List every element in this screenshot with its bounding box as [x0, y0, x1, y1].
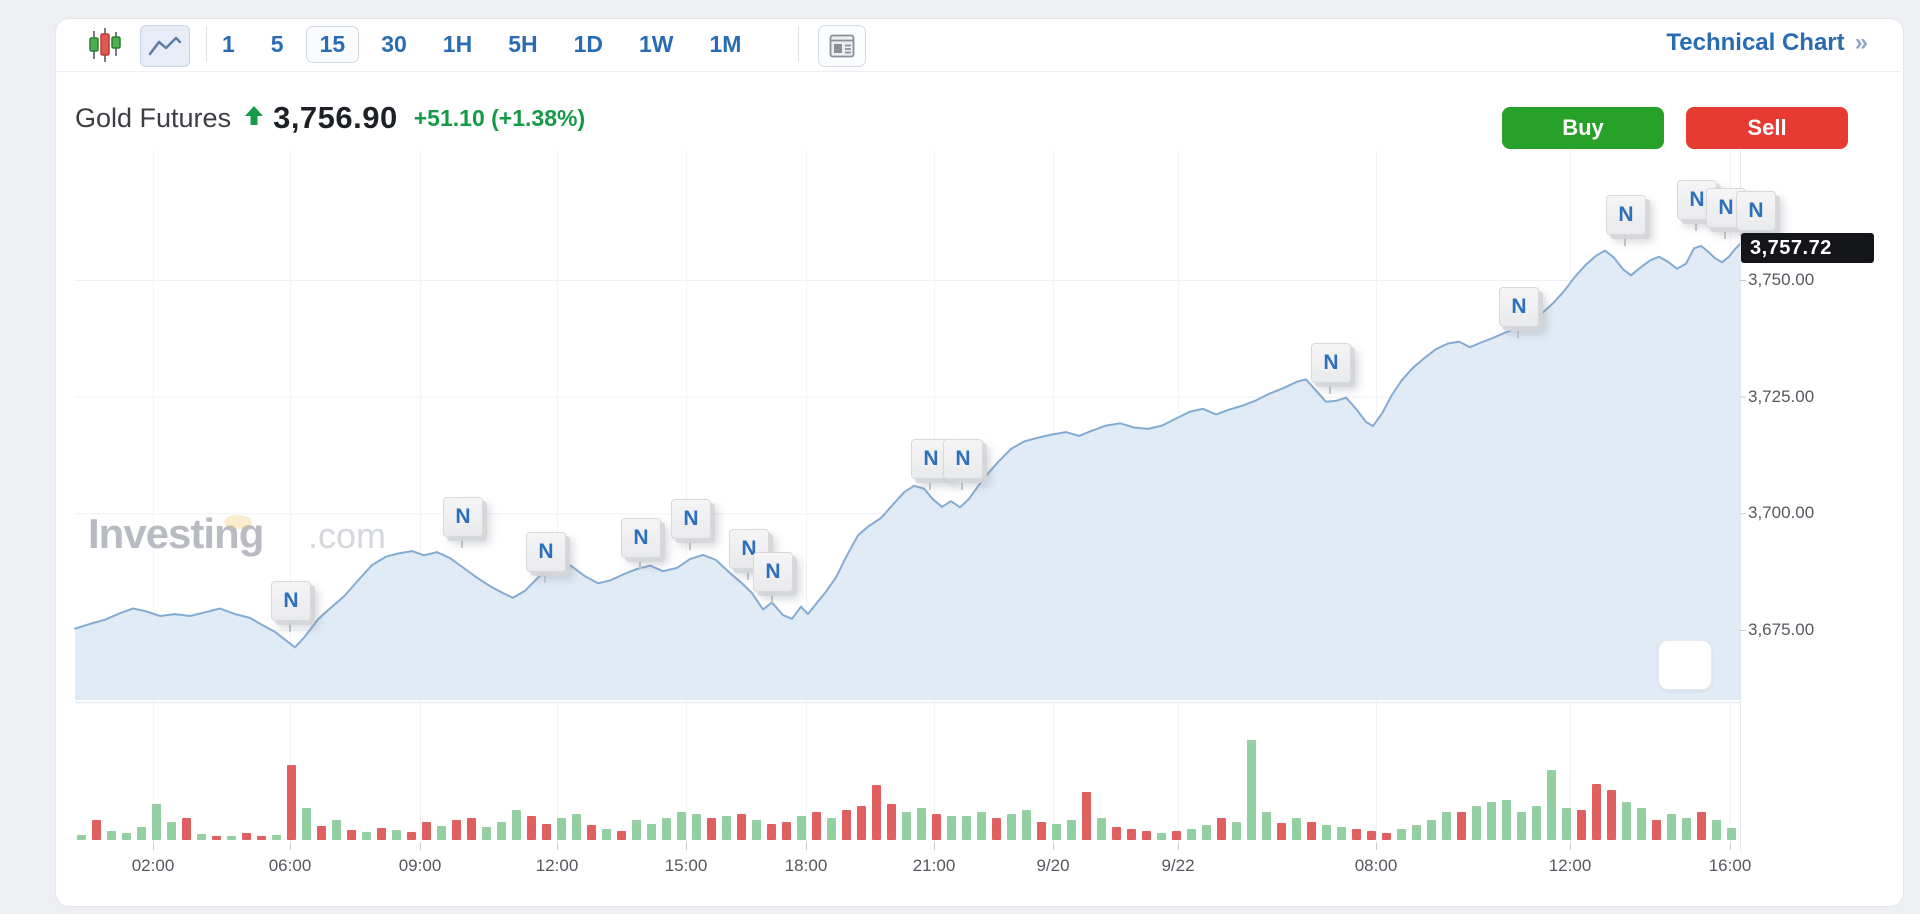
news-feed-icon: [829, 34, 855, 58]
time-axis-label: 16:00: [1708, 856, 1752, 875]
news-marker[interactable]: N: [621, 518, 661, 558]
news-marker-stem: [929, 477, 931, 490]
watermark-dotcom: .com: [308, 515, 386, 556]
news-marker-stem: [461, 535, 463, 548]
news-marker-stem: [639, 556, 641, 569]
toolbar-divider-2: [798, 26, 799, 62]
candlestick-chart-icon: [89, 28, 121, 62]
toolbar-divider: [56, 71, 1901, 72]
timeframe-button-1[interactable]: 1: [222, 30, 235, 57]
chart-control-button[interactable]: [1658, 640, 1712, 690]
time-axis-label: 06:00: [268, 856, 312, 875]
news-marker[interactable]: N: [671, 499, 711, 539]
price-axis-label: 3,700.00: [1748, 503, 1815, 523]
news-marker-stem: [1695, 218, 1697, 231]
time-axis-label: 08:00: [1354, 856, 1398, 875]
news-marker-stem: [961, 477, 963, 490]
timeframe-button-1w[interactable]: 1W: [639, 30, 674, 57]
timeframe-button-5[interactable]: 5: [270, 30, 284, 57]
news-marker[interactable]: N: [526, 532, 566, 572]
time-axis-label: 9/20: [1036, 856, 1070, 875]
time-axis-label: 18:00: [784, 856, 828, 875]
news-marker-stem: [771, 590, 773, 603]
news-marker[interactable]: N: [1499, 287, 1539, 327]
last-price: 3,756.90: [273, 100, 398, 135]
current-price-badge: 3,757.72: [1741, 233, 1874, 263]
news-marker[interactable]: N: [1311, 343, 1351, 383]
up-arrow-icon: [245, 106, 264, 130]
technical-chart-label: Technical Chart: [1666, 29, 1845, 56]
buy-button[interactable]: Buy: [1502, 107, 1664, 149]
timeframe-button-1m[interactable]: 1M: [709, 30, 742, 57]
news-marker-stem: [289, 619, 291, 632]
news-marker-stem: [747, 567, 749, 580]
price-change: +51.10 (+1.38%): [413, 104, 586, 131]
price-axis-label: 3,675.00: [1748, 620, 1815, 639]
news-marker-stem: [544, 570, 546, 583]
sell-button[interactable]: Sell: [1686, 107, 1848, 149]
news-marker[interactable]: N: [271, 581, 311, 621]
timeframe-button-1h[interactable]: 1H: [442, 30, 473, 57]
news-marker[interactable]: N: [1606, 195, 1646, 235]
watermark-investing: Investing: [88, 510, 263, 557]
price-axis-label: 3,750.00: [1748, 270, 1815, 289]
news-feed-button[interactable]: [818, 25, 866, 67]
news-marker-stem: [1329, 381, 1331, 394]
news-marker[interactable]: N: [443, 497, 483, 537]
timeframe-button-15[interactable]: 15: [305, 25, 360, 63]
time-axis-label: 02:00: [131, 856, 175, 875]
technical-chart-link[interactable]: Technical Chart »: [1666, 29, 1868, 57]
news-marker-stem: [1624, 233, 1626, 246]
timeframe-button-1d[interactable]: 1D: [573, 30, 603, 57]
price-axis-label: 3,725.00: [1748, 386, 1815, 406]
news-marker[interactable]: N: [1736, 191, 1776, 231]
news-marker[interactable]: N: [943, 439, 983, 479]
news-marker[interactable]: N: [729, 529, 769, 569]
toolbar-divider-1: [206, 26, 207, 62]
news-marker-stem: [689, 537, 691, 550]
instrument-title: Gold Futures: [75, 102, 232, 133]
news-marker-stem: [1517, 325, 1519, 338]
line-chart-button[interactable]: [140, 25, 190, 67]
time-axis-label: 21:00: [912, 856, 956, 875]
time-axis-label: 15:00: [664, 856, 708, 875]
double-chevron-icon: »: [1854, 29, 1868, 56]
news-marker[interactable]: N: [753, 552, 793, 592]
line-chart-icon: [148, 36, 182, 56]
timeframe-selector: 1 5 15 30 1H 5H 1D 1W 1M: [222, 22, 741, 66]
news-marker-stem: [1724, 226, 1726, 239]
timeframe-button-5h[interactable]: 5H: [508, 30, 538, 57]
timeframe-button-30[interactable]: 30: [381, 30, 407, 57]
time-axis-label: 12:00: [535, 856, 579, 875]
time-axis-label: 9/22: [1161, 856, 1195, 875]
instrument-header: Gold Futures 3,756.90 +51.10 (+1.38%): [75, 94, 585, 142]
time-axis-label: 09:00: [398, 856, 442, 875]
candlestick-chart-button[interactable]: [84, 24, 126, 66]
time-axis-label: 12:00: [1548, 856, 1592, 875]
